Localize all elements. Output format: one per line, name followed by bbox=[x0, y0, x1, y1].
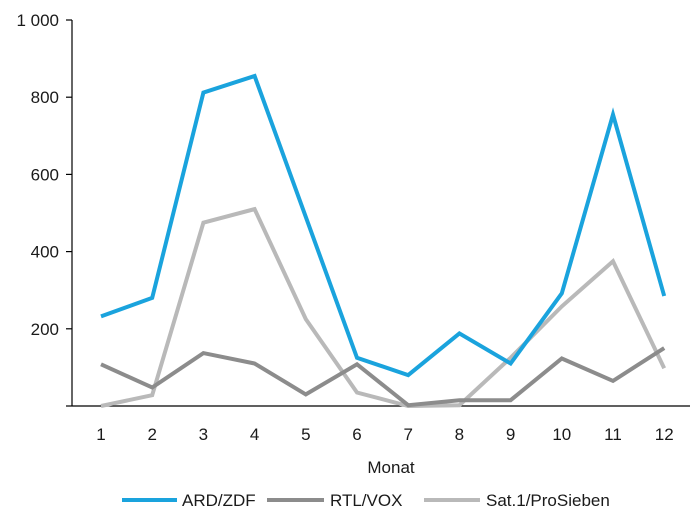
y-tick-label: 600 bbox=[31, 165, 59, 184]
legend: ARD/ZDF RTL/VOX Sat.1/ProSieben bbox=[122, 491, 610, 510]
x-tick-label: 10 bbox=[552, 425, 571, 444]
series-lines bbox=[100, 73, 667, 409]
legend-label: ARD/ZDF bbox=[182, 491, 256, 510]
legend-label: RTL/VOX bbox=[330, 491, 402, 510]
y-tick-label: 200 bbox=[31, 320, 59, 339]
x-tick-label: 9 bbox=[506, 425, 515, 444]
x-tick-label: 7 bbox=[403, 425, 412, 444]
x-tick-label: 1 bbox=[96, 425, 105, 444]
y-axis: 200 400 600 800 1 000 bbox=[16, 11, 73, 407]
x-tick-label: 5 bbox=[301, 425, 310, 444]
x-tick-label: 8 bbox=[455, 425, 464, 444]
y-tick-label: 400 bbox=[31, 243, 59, 262]
x-axis-title: Monat bbox=[367, 458, 415, 477]
series-line-rtl-vox bbox=[100, 346, 666, 408]
x-tick-label: 11 bbox=[604, 425, 622, 444]
series-line-sat-1-prosieben bbox=[100, 206, 667, 409]
x-axis: 1 2 3 4 5 6 7 8 9 10 11 12 bbox=[72, 405, 690, 444]
y-tick-label: 1 000 bbox=[16, 11, 59, 30]
series-line-ard-zdf bbox=[100, 73, 667, 378]
x-tick-label: 4 bbox=[250, 425, 259, 444]
x-tick-label: 6 bbox=[352, 425, 361, 444]
x-tick-label: 2 bbox=[147, 425, 156, 444]
legend-label: Sat.1/ProSieben bbox=[486, 491, 610, 510]
x-tick-label: 12 bbox=[655, 425, 674, 444]
x-tick-label: 3 bbox=[199, 425, 208, 444]
y-tick-label: 800 bbox=[31, 88, 59, 107]
